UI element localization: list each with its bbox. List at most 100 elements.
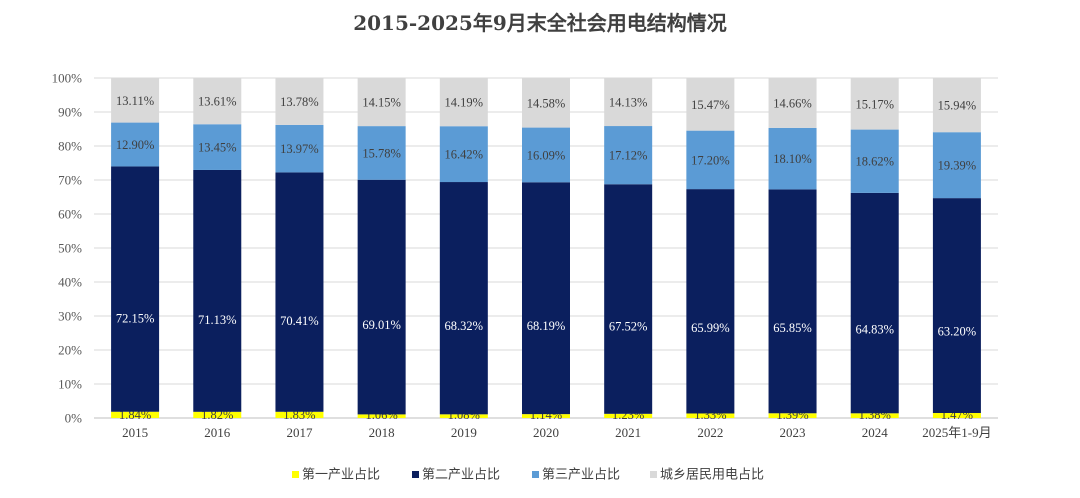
x-tick-label: 2019 [451,425,477,440]
data-label: 13.78% [280,95,319,109]
data-label: 18.62% [855,155,894,169]
bar-segment [522,78,570,128]
data-label: 15.17% [855,97,894,111]
bar-segment [932,78,981,133]
x-tick-label: 2015 [122,425,148,440]
x-tick-label: 2020 [533,425,559,440]
y-tick-label: 60% [58,207,82,222]
chart-title: 2015-2025年9月末全社会用电结构情况 [353,11,727,35]
bar-segment [439,182,488,415]
bar-segment [193,77,242,125]
bar-segment [932,413,981,418]
data-label: 16.09% [527,148,566,162]
data-label: 14.58% [527,96,566,110]
x-tick-label: 2022 [697,425,723,440]
data-label: 65.99% [691,321,730,335]
legend-label: 第二产业占比 [422,468,500,483]
y-tick-label: 90% [58,105,82,120]
bar-segment [193,411,242,418]
legend-swatch [412,471,419,478]
bars: 1.84%72.15%12.90%13.11%1.82%71.13%13.45%… [111,77,981,422]
data-label: 68.19% [527,319,566,333]
data-label: 63.20% [938,324,977,338]
data-label: 15.94% [938,99,977,113]
data-label: 14.13% [609,96,648,110]
data-label: 71.13% [198,313,237,327]
bar-segment [850,78,899,130]
x-tick-label: 2016 [204,425,231,440]
bar-segment [193,124,242,170]
bar-segment [111,411,160,418]
data-label: 14.19% [445,96,484,110]
x-tick-label: 2025年1-9月 [922,425,991,440]
data-label: 70.41% [280,314,319,328]
bar-segment [850,129,899,193]
data-label: 12.90% [116,138,155,152]
bar-segment [357,78,406,127]
bar-segment [522,182,570,415]
bar-segment [932,198,981,414]
bar-segment [932,132,981,199]
x-tick-label: 2024 [862,425,889,440]
legend-label: 第一产业占比 [302,468,380,483]
bar-segment [850,192,899,414]
y-tick-label: 10% [58,377,82,392]
x-tick-label: 2023 [780,425,806,440]
legend-swatch [650,471,657,478]
bar-segment [357,126,406,180]
data-label: 14.66% [773,96,812,110]
bar-segment [686,78,735,131]
data-label: 13.97% [280,142,319,156]
bar-segment [768,413,817,418]
data-label: 15.47% [691,98,730,112]
bar-segment [686,189,735,414]
data-label: 64.83% [855,323,894,337]
bar-segment [439,126,488,183]
y-tick-label: 0% [65,411,83,426]
data-label: 17.12% [609,149,648,163]
legend-swatch [292,471,299,478]
bar-segment [850,413,899,418]
y-tick-label: 100% [52,71,83,86]
bar-segment [275,124,324,173]
bar-segment [686,413,735,418]
y-tick-label: 40% [58,275,82,290]
y-tick-label: 70% [58,173,82,188]
data-label: 65.85% [773,321,812,335]
data-label: 13.11% [116,94,154,108]
bar-segment [768,78,817,128]
bar-segment [275,172,324,412]
x-axis: 2015 2016 2017 2018 2019 2020 2021 2022 2023 2024… [122,425,991,440]
data-label: 16.42% [445,148,484,162]
data-label: 67.52% [609,320,648,334]
data-label: 13.61% [198,95,237,109]
y-tick-label: 20% [58,343,82,358]
bar-segment [439,77,488,127]
bar-segment [275,411,324,418]
bar-segment [275,78,324,125]
bar-segment [357,414,406,418]
y-tick-label: 50% [58,241,82,256]
bar-segment [522,127,570,183]
y-tick-label: 80% [58,139,82,154]
y-axis: 0% 10% 20% 30% 40% 50% 60% 70% 80% 90% 100% [52,71,83,426]
bar-segment [357,179,406,415]
bar-segment [604,126,653,185]
legend-label: 城乡居民用电占比 [660,468,764,483]
data-label: 17.20% [691,153,730,167]
x-tick-label: 2018 [369,425,395,440]
data-label: 13.45% [198,141,237,155]
bar-segment [111,78,160,123]
bar-segment [768,189,817,414]
legend: 第一产业占比 第二产业占比 第三产业占比 城乡居民用电占比 [292,468,764,483]
x-tick-label: 2017 [286,425,313,440]
data-label: 19.39% [938,159,977,173]
bar-segment [604,413,653,418]
data-label: 72.15% [116,312,155,326]
bar-segment [686,130,735,190]
bar-segment [522,414,570,418]
data-label: 68.32% [445,319,484,333]
bar-segment [768,127,817,190]
bar-segment [111,122,160,167]
